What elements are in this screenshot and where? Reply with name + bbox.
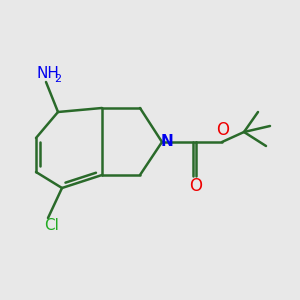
Text: O: O bbox=[190, 177, 202, 195]
Text: 2: 2 bbox=[54, 74, 61, 84]
Text: NH: NH bbox=[37, 67, 59, 82]
Text: N: N bbox=[160, 134, 173, 149]
Text: O: O bbox=[217, 121, 230, 139]
Text: Cl: Cl bbox=[45, 218, 59, 233]
